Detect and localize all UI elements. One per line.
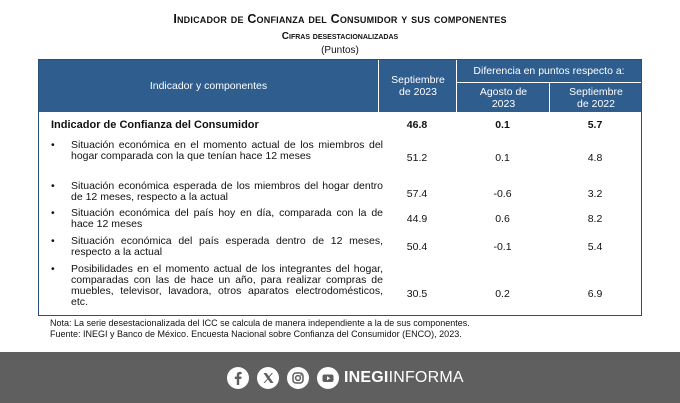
col-header-period: Septiembre de 2023 [378, 60, 457, 112]
cell-diff-aug: 0.6 [495, 213, 510, 225]
bullet-icon: • [51, 207, 55, 219]
col-header-indicator: Indicador y componentes [149, 80, 268, 92]
note-text: Nota: La serie desestacionalizada del IC… [50, 318, 470, 328]
cell-diff-aug: -0.1 [493, 241, 512, 253]
cell-diff-sep22: 4.8 [587, 152, 603, 164]
cell-diff-sep22: 8.2 [587, 213, 603, 225]
bullet-icon: • [51, 139, 55, 151]
bullet-icon: • [51, 180, 55, 192]
row-label: Posibilidades en el momento actual de lo… [71, 263, 383, 308]
cell-diff-sep22: 5.7 [587, 119, 603, 131]
cell-diff-sep22: 5.4 [587, 241, 603, 253]
row-label: Indicador de Confianza del Consumidor [51, 119, 259, 131]
cell-value: 50.4 [406, 241, 428, 253]
cell-value: 44.9 [406, 213, 428, 225]
cell-value: 46.8 [406, 119, 428, 131]
cell-value: 51.2 [406, 152, 428, 164]
cell-diff-sep22: 3.2 [587, 188, 603, 200]
report-subtitle: Cifras desestacionalizadas [281, 31, 399, 42]
row-label: Situación económica del país esperada de… [71, 235, 383, 258]
cell-diff-aug: 0.1 [495, 152, 510, 164]
cell-value: 57.4 [406, 188, 428, 200]
source-text: Fuente: INEGI y Banco de México. Encuest… [50, 329, 462, 339]
cell-diff-aug: 0.1 [495, 119, 510, 131]
cell-diff-aug: -0.6 [493, 188, 512, 200]
col-header-aug: Agosto de 2023 [456, 83, 550, 112]
data-table: Indicador y componentes Septiembre de 20… [38, 59, 642, 316]
footer-bar: INEGIINFORMA [0, 352, 680, 403]
bullet-icon: • [51, 235, 55, 247]
row-label: Situación económica del país hoy en día,… [71, 207, 383, 230]
col-header-sep22: Septiembre de 2022 [549, 83, 642, 112]
cell-diff-sep22: 6.9 [587, 288, 603, 300]
table-header: Indicador y componentes Septiembre de 20… [39, 60, 641, 112]
facebook-icon[interactable] [227, 367, 249, 389]
instagram-icon[interactable] [287, 367, 309, 389]
report-title: Indicador de Confianza del Consumidor y … [173, 12, 507, 26]
report-unit: (Puntos) [321, 45, 359, 56]
youtube-icon[interactable] [317, 367, 339, 389]
brand-logo: INEGIINFORMA [344, 369, 464, 386]
report-header: Indicador de Confianza del Consumidor y … [0, 12, 680, 57]
row-label: Situación económica esperada de los miem… [71, 180, 383, 203]
cell-value: 30.5 [406, 288, 428, 300]
table-notes: Nota: La serie desestacionalizada del IC… [50, 318, 470, 340]
cell-diff-aug: 0.2 [495, 288, 510, 300]
x-icon[interactable] [257, 367, 279, 389]
col-header-diff-group: Diferencia en puntos respecto a: [456, 60, 641, 83]
bullet-icon: • [51, 263, 55, 275]
row-label: Situación económica en el momento actual… [71, 139, 383, 162]
